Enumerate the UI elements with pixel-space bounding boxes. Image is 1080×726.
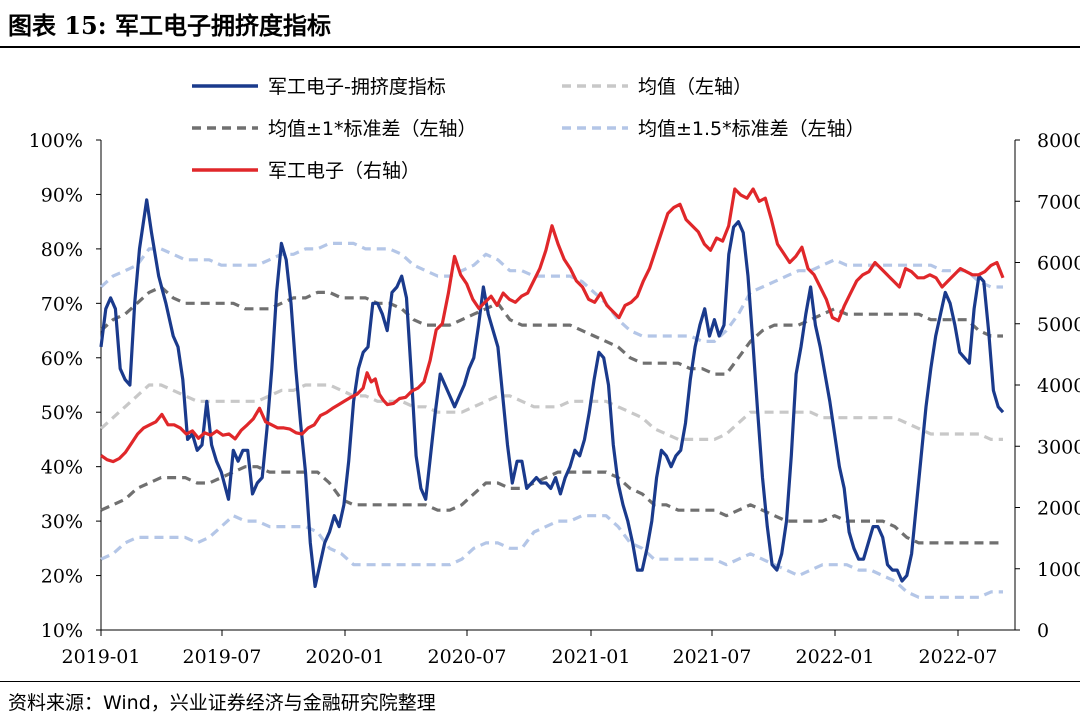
x-tick-label: 2021-07	[673, 646, 752, 668]
y-left-tick-label: 30%	[41, 511, 83, 533]
y-right-tick-label: 7000	[1037, 191, 1080, 213]
x-tick-label: 2019-07	[183, 646, 262, 668]
y-right-tick-label: 1000	[1037, 559, 1080, 581]
y-left-tick-label: 50%	[41, 402, 83, 424]
y-right-tick-label: 8000	[1037, 130, 1080, 152]
x-tick-label: 2021-01	[552, 646, 631, 668]
source-note: 资料来源：Wind，兴业证券经济与金融研究院整理	[8, 692, 436, 714]
y-right-tick-label: 4000	[1037, 375, 1080, 397]
axes: 10% 20% 30% 40% 50% 60% 70% 80% 90% 100% 0 1000 2000…	[29, 130, 1080, 668]
series-line-1	[99, 383, 1003, 441]
legend-label: 均值±1.5*标准差（左轴）	[638, 118, 865, 140]
y-left-tick-label: 80%	[41, 239, 83, 261]
figure-title: 图表 15: 军工电子拥挤度指标	[8, 11, 331, 40]
x-tick-label: 2020-07	[428, 646, 507, 668]
legend-label: 均值（左轴）	[638, 76, 752, 98]
series-line-0	[99, 198, 1005, 588]
y-left-tick-label: 90%	[41, 184, 83, 206]
y-left-tick-label: 70%	[41, 293, 83, 315]
series-line-3	[100, 465, 1003, 545]
legend-label: 军工电子-拥挤度指标	[268, 76, 446, 98]
y-right-tick-label: 2000	[1037, 498, 1080, 520]
y-right-tick-label: 3000	[1037, 436, 1080, 458]
x-tick-label: 2022-07	[919, 646, 998, 668]
series-line-5	[100, 514, 1003, 599]
y-left-tick-label: 20%	[41, 566, 83, 588]
y-right-tick-label: 0	[1037, 620, 1049, 642]
x-tick-label: 2022-01	[796, 646, 875, 668]
legend-label: 均值±1*标准差（左轴）	[268, 118, 477, 140]
source-rule	[0, 681, 1080, 682]
series-line-6	[100, 187, 1005, 464]
x-tick-label: 2019-01	[62, 646, 141, 668]
title-rule	[0, 46, 1080, 48]
y-left-tick-label: 60%	[41, 348, 83, 370]
y-right-tick-label: 5000	[1037, 314, 1080, 336]
y-left-tick-label: 40%	[41, 457, 83, 479]
legend-label: 军工电子（右轴）	[268, 160, 420, 182]
y-left-tick-label: 100%	[29, 130, 83, 152]
series-line-4	[99, 241, 1003, 343]
series-line-2	[99, 285, 1003, 376]
chart: 10% 20% 30% 40% 50% 60% 70% 80% 90% 100% 0 1000 2000…	[29, 76, 1080, 668]
x-tick-label: 2020-01	[306, 646, 385, 668]
series-layer	[99, 187, 1005, 599]
y-left-tick-label: 10%	[41, 620, 83, 642]
y-right-tick-label: 6000	[1037, 253, 1080, 275]
legend: 军工电子-拥挤度指标 均值（左轴） 均值±1*标准差（左轴） 均值±1.5*标准差（左…	[192, 76, 865, 182]
